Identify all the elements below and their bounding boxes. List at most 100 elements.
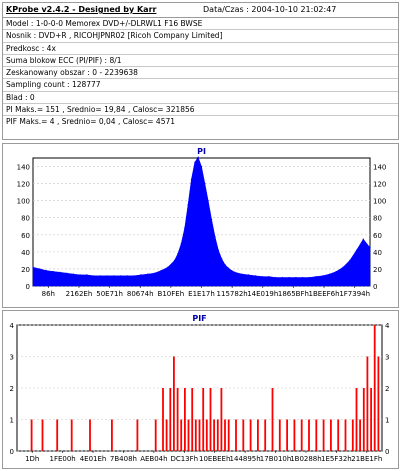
- pi-data-point: [227, 267, 230, 269]
- pif-bar: [169, 388, 172, 451]
- pif-bar: [235, 419, 237, 451]
- pi-data-point: [248, 274, 250, 276]
- pif-bar: [286, 419, 288, 451]
- pif-bar: [293, 419, 296, 451]
- pif-ytick-label-left: 3: [10, 354, 14, 362]
- pif-ytick-label-right: 1: [385, 417, 389, 425]
- pi-data-point: [295, 276, 297, 279]
- pi-data-point: [288, 276, 290, 279]
- pif-xtick-label: 1Dh: [25, 455, 39, 463]
- pi-data-point: [241, 273, 243, 275]
- pi-xtick-label: 1865BFh: [278, 290, 309, 298]
- pif-bar: [165, 419, 168, 451]
- pif-xtick-label: AEB04h: [140, 455, 167, 463]
- pi-data-point: [329, 273, 331, 275]
- pi-data-point: [190, 178, 192, 180]
- pi-ytick-label-right: 0: [373, 283, 377, 291]
- pif-bar: [216, 419, 219, 451]
- info-model: Model : 1-0-0-0 Memorex DVD+/-DLRWL1 F16…: [3, 18, 398, 31]
- pif-bar: [191, 388, 194, 451]
- pi-data-point: [187, 204, 189, 206]
- pif-xtick-label: 17B010h: [260, 455, 292, 463]
- pif-bar: [136, 419, 139, 451]
- info-scan-area: Zeskanowany obszar : 0 - 2239638: [3, 67, 398, 80]
- pif-bar: [373, 325, 376, 451]
- pif-bar: [202, 388, 205, 451]
- pif-xtick-label: 10EBEEh: [199, 455, 230, 463]
- pif-bar: [56, 419, 59, 451]
- pi-data-point: [180, 242, 182, 244]
- pi-data-point: [32, 266, 34, 268]
- pi-data-point: [204, 183, 206, 185]
- pif-bar: [41, 419, 44, 451]
- pif-bar: [322, 419, 325, 451]
- pif-bar: [30, 419, 33, 451]
- pif-bar: [330, 419, 332, 451]
- pi-data-point: [211, 218, 213, 220]
- pif-bar: [278, 419, 281, 451]
- scan-datetime: Data/Czas : 2004-10-10 21:02:47: [203, 5, 337, 14]
- pi-xtick-label: 115782h: [217, 290, 248, 298]
- pif-xtick-label: 1E5F32h: [321, 455, 352, 463]
- pi-data-point: [355, 249, 358, 251]
- app-title: KProbe v2.4.2 - Designed by Karr: [6, 5, 157, 14]
- pi-data-point: [281, 276, 283, 279]
- pi-data-point: [207, 200, 209, 202]
- pif-bar: [198, 419, 201, 451]
- pi-data-point: [45, 270, 48, 272]
- pif-bar: [366, 356, 369, 451]
- pif-bar: [180, 419, 183, 451]
- pi-ytick-label-left: 0: [26, 283, 30, 291]
- pif-bar: [227, 419, 230, 451]
- pi-ytick-label-right: 80: [373, 215, 382, 223]
- pi-data-point: [234, 271, 236, 273]
- pif-bar: [355, 388, 358, 451]
- pif-ytick-label-left: 0: [10, 448, 14, 456]
- info-header: KProbe v2.4.2 - Designed by Karr Data/Cz…: [3, 3, 398, 18]
- pi-xtick-label: B10FEh: [158, 290, 185, 298]
- pi-data-point: [342, 266, 344, 268]
- pif-bar: [213, 419, 215, 451]
- pif-bar: [162, 388, 164, 451]
- pif-ytick-label-right: 0: [385, 448, 389, 456]
- pif-chart-panel: PIF 0 0 1 1 2 2 3 3 4 4 1Dh 1FE00h 4E01Eh 7B408h AEB04h…: [2, 310, 399, 469]
- pif-ytick-label-right: 2: [385, 385, 389, 393]
- pif-bar: [377, 356, 380, 451]
- pi-data-point: [335, 270, 337, 273]
- pif-bar: [205, 419, 208, 451]
- pif-bar: [257, 419, 259, 451]
- pi-xtick-label: 50E71h: [96, 290, 123, 298]
- pi-data-point: [261, 276, 263, 278]
- pi-data-point: [322, 275, 324, 277]
- pif-bar: [194, 419, 197, 451]
- pif-bar: [220, 388, 223, 451]
- info-panel: KProbe v2.4.2 - Designed by Karr Data/Cz…: [2, 2, 399, 140]
- pi-data-point: [52, 270, 54, 273]
- pi-title: PI: [197, 147, 206, 156]
- pi-ytick-label-left: 140: [17, 164, 30, 172]
- pi-data-point: [197, 156, 199, 158]
- pi-xtick-label: 1F7394h: [339, 290, 370, 298]
- pi-data-point: [231, 270, 233, 272]
- pi-data-point: [153, 272, 155, 274]
- pif-bar: [176, 388, 179, 451]
- pif-bar: [70, 419, 73, 451]
- pi-ytick-label-right: 20: [373, 266, 382, 274]
- pi-ytick-label-left: 60: [21, 232, 30, 240]
- info-pif-summary: PIF Maks.= 4 , Srednio= 0,04 , Calosc= 4…: [6, 117, 176, 127]
- info-ecc-blocks: Suma blokow ECC (PI/PIF) : 8/1: [3, 55, 398, 68]
- info-error: Blad : 0: [3, 92, 398, 105]
- pi-data-point: [86, 274, 88, 276]
- pi-data-point: [349, 259, 351, 261]
- pi-data-point: [173, 259, 176, 261]
- pi-data-point: [93, 275, 95, 277]
- pif-bar: [359, 419, 361, 451]
- pif-bar: [315, 419, 318, 451]
- pi-data-point: [224, 264, 226, 266]
- pif-bar: [111, 419, 113, 451]
- pi-data-point: [214, 235, 216, 238]
- pi-data-point: [120, 275, 122, 277]
- pif-bar: [362, 388, 365, 451]
- pi-ytick-label-right: 120: [373, 181, 386, 189]
- pi-xtick-label: 80674h: [127, 290, 154, 298]
